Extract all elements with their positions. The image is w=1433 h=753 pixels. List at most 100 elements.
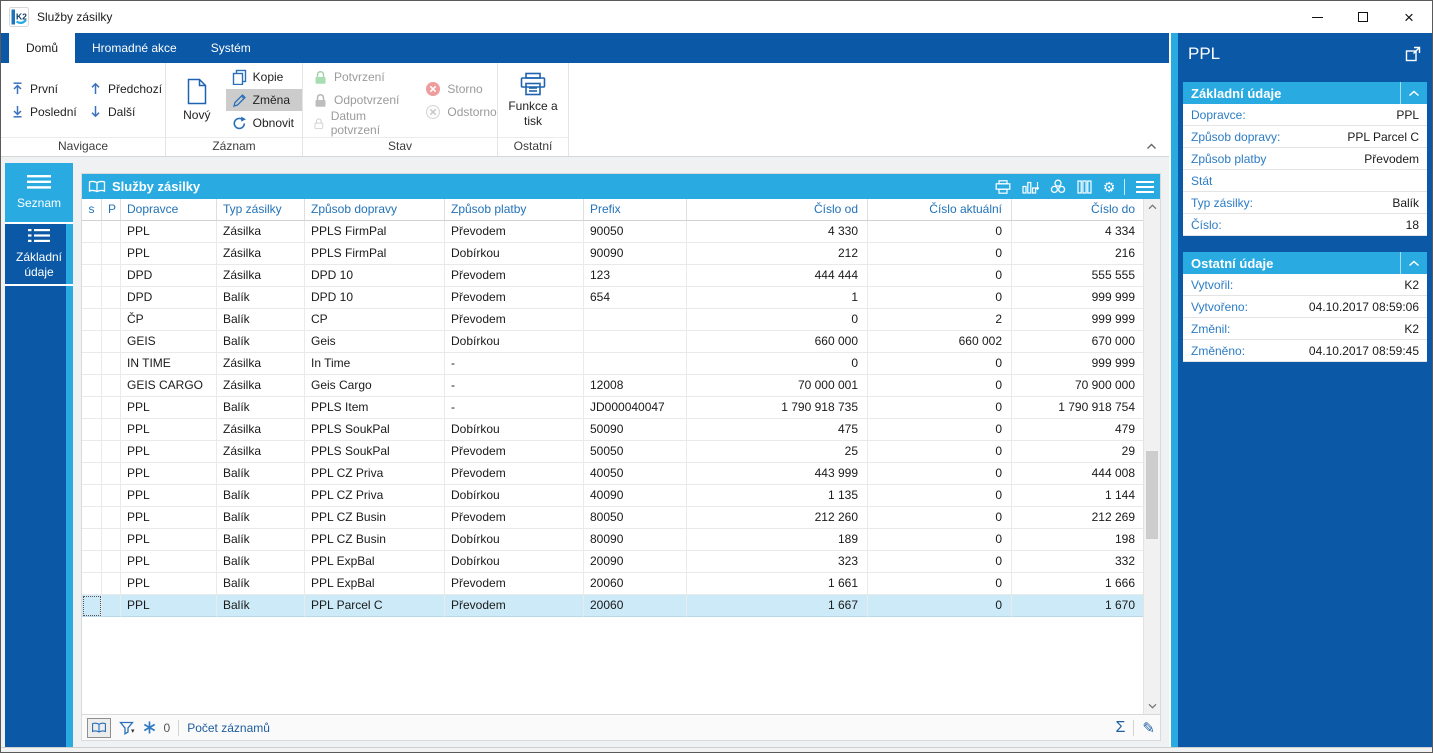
next-button[interactable]: Další [89,100,165,123]
table-cell[interactable]: Převodem [445,441,584,463]
table-cell[interactable]: 1 790 918 754 [1012,397,1145,419]
table-cell[interactable]: Balík [217,287,305,309]
last-button[interactable]: Poslední [11,100,89,123]
column-header-typ-zasilky[interactable]: Typ zásilky [217,199,305,220]
table-cell[interactable]: PPL ExpBal [305,573,445,595]
table-cell[interactable] [82,441,102,463]
table-cell[interactable]: Balík [217,397,305,419]
table-cell[interactable]: 50090 [584,419,687,441]
table-cell[interactable] [82,265,102,287]
table-cell[interactable]: PPL [121,573,217,595]
table-cell[interactable] [102,529,121,551]
table-cell[interactable]: Dobírkou [445,551,584,573]
table-cell[interactable]: 660 000 [687,331,868,353]
table-vertical-scrollbar[interactable] [1143,199,1160,714]
table-cell[interactable]: 0 [868,485,1012,507]
table-cell[interactable] [82,529,102,551]
table-cell[interactable]: Geis Cargo [305,375,445,397]
refresh-button[interactable]: Obnovit [226,112,302,134]
table-cell[interactable]: Balík [217,507,305,529]
table-cell[interactable]: JD000040047 [584,397,687,419]
table-cell[interactable]: 1 [687,287,868,309]
table-cell[interactable]: Převodem [445,573,584,595]
table-cell[interactable]: Balík [217,551,305,573]
table-cell[interactable]: 20090 [584,551,687,573]
table-cell[interactable] [82,397,102,419]
table-cell[interactable]: 90090 [584,243,687,265]
table-row[interactable]: IN TIME Zásilka In Time -0 0 999 999 [82,353,1160,375]
table-cell[interactable]: Převodem [445,595,584,617]
table-cell[interactable] [102,485,121,507]
table-cell[interactable]: 70 900 000 [1012,375,1145,397]
minimize-button[interactable] [1294,1,1340,33]
new-button[interactable]: Nový [174,65,220,135]
table-cell[interactable]: 999 999 [1012,287,1145,309]
print-icon[interactable] [995,179,1011,194]
table-cell[interactable]: 198 [1012,529,1145,551]
table-cell[interactable]: 0 [868,243,1012,265]
table-cell[interactable]: 0 [868,507,1012,529]
edit-button[interactable]: Změna [225,89,302,111]
table-cell[interactable]: PPL [121,507,217,529]
table-cell[interactable] [82,595,102,617]
table-cell[interactable] [102,463,121,485]
table-cell[interactable] [82,573,102,595]
column-header-s[interactable]: s [82,199,102,220]
table-cell[interactable] [102,419,121,441]
table-cell[interactable] [584,331,687,353]
column-header-cislo-do[interactable]: Číslo do [1012,199,1145,220]
table-cell[interactable]: Balík [217,573,305,595]
table-cell[interactable] [82,551,102,573]
table-cell[interactable] [82,463,102,485]
table-row[interactable]: PPL Balík PPL Parcel C Převodem 20060 1 667 0 1… [82,595,1160,617]
table-cell[interactable]: - [445,375,584,397]
tab-system[interactable]: Systém [210,41,251,55]
table-cell[interactable]: 0 [868,551,1012,573]
table-cell[interactable]: PPL [121,441,217,463]
table-row[interactable]: PPL Balík PPLS Item - JD000040047 1 790 918 7… [82,397,1160,419]
table-cell[interactable]: Balík [217,309,305,331]
odstorno-button[interactable]: Odstorno [425,101,504,123]
collapse-section-button[interactable] [1400,252,1427,274]
column-header-zpusob-platby[interactable]: Způsob platby [445,199,584,220]
table-cell[interactable]: 654 [584,287,687,309]
chart-icon[interactable] [1022,180,1039,194]
table-cell[interactable]: 0 [868,419,1012,441]
table-cell[interactable]: Dobírkou [445,331,584,353]
table-cell[interactable]: 0 [868,265,1012,287]
scroll-down-button[interactable] [1144,698,1160,714]
table-cell[interactable]: 40050 [584,463,687,485]
table-cell[interactable]: 1 666 [1012,573,1145,595]
table-cell[interactable]: 323 [687,551,868,573]
table-cell[interactable]: Dobírkou [445,529,584,551]
table-cell[interactable] [82,287,102,309]
table-cell[interactable]: 189 [687,529,868,551]
table-cell[interactable]: PPL CZ Priva [305,463,445,485]
table-cell[interactable]: 0 [687,309,868,331]
table-row[interactable]: PPL Balík PPL ExpBal Převodem 20060 1 661 0 1 6… [82,573,1160,595]
table-cell[interactable]: Dobírkou [445,485,584,507]
table-cell[interactable]: 444 444 [687,265,868,287]
table-cell[interactable]: 29 [1012,441,1145,463]
table-row[interactable]: PPL Zásilka PPLS SoukPal Dobírkou 50090 475 0 4… [82,419,1160,441]
table-cell[interactable] [102,507,121,529]
table-cell[interactable]: 0 [868,441,1012,463]
table-row[interactable]: PPL Balík PPL CZ Busin Dobírkou 80090 189 0 198 [82,529,1160,551]
table-cell[interactable] [102,243,121,265]
table-cell[interactable] [102,331,121,353]
copy-button[interactable]: Kopie [226,66,302,88]
table-row[interactable]: GEIS Balík Geis Dobírkou 660 000 660 002 670 0… [82,331,1160,353]
confirm-button[interactable]: Potvrzení [313,66,407,88]
table-cell[interactable]: 0 [868,573,1012,595]
functions-print-button[interactable]: Funkce a tisk [501,63,565,137]
table-cell[interactable]: 0 [868,375,1012,397]
tab-hromadne-akce[interactable]: Hromadné akce [92,41,177,55]
book-view-button[interactable] [87,717,111,738]
table-row[interactable]: PPL Balík PPL CZ Priva Převodem 40050 443 999… [82,463,1160,485]
table-cell[interactable]: 212 [687,243,868,265]
table-cell[interactable]: PPL [121,485,217,507]
table-cell[interactable]: 0 [868,221,1012,243]
table-cell[interactable]: DPD 10 [305,287,445,309]
table-cell[interactable] [82,419,102,441]
table-cell[interactable]: GEIS [121,331,217,353]
